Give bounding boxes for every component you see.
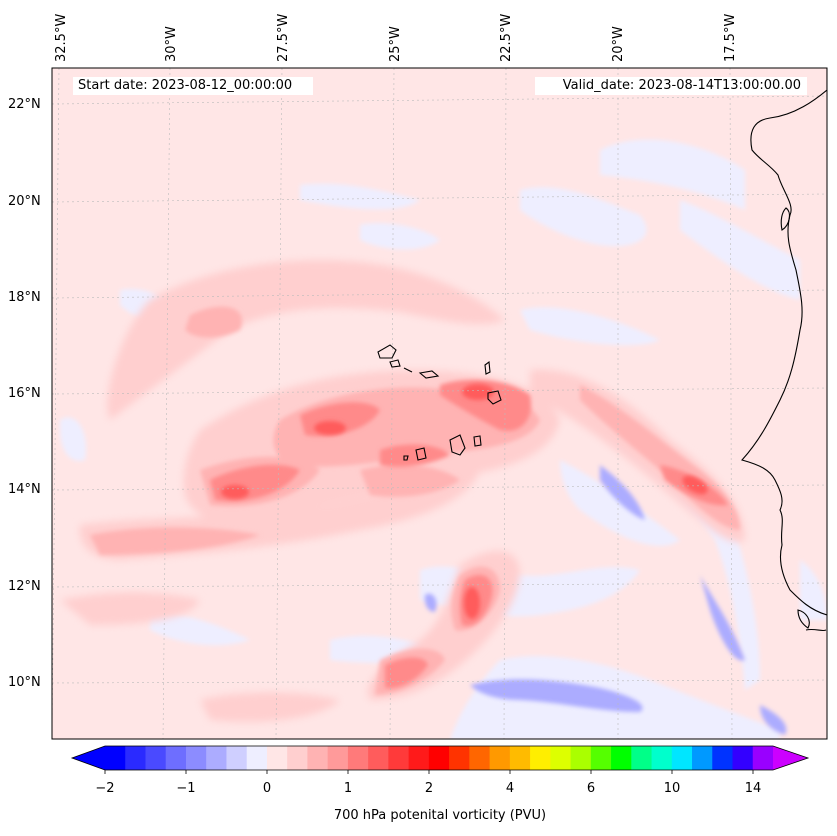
- colorbar-swatch: [266, 746, 288, 770]
- colorbar-swatch: [671, 746, 693, 770]
- colorbar-title: 700 hPa potenital vorticity (PVU): [333, 808, 547, 823]
- cb-tick-2: 2: [424, 781, 434, 796]
- lon-label-17-5w: 17.5°W: [723, 13, 738, 62]
- valid-date-box: Valid_date: 2023-08-14T13:00:00.00: [535, 77, 807, 95]
- colorbar-swatch: [428, 746, 450, 770]
- colorbar-swatch: [449, 746, 470, 770]
- lat-label-10n: 10°N: [8, 675, 41, 690]
- cb-tick-14: 14: [744, 781, 762, 796]
- colorbar-swatch: [550, 746, 572, 770]
- lat-label-14n: 14°N: [8, 482, 41, 497]
- positive-pv-peaks: [221, 384, 708, 619]
- start-date-label: Start date: 2023-08-12_00:00:00: [78, 78, 293, 93]
- lat-label-16n: 16°N: [8, 386, 41, 401]
- colorbar-swatch: [509, 746, 531, 770]
- colorbar-swatch: [631, 746, 653, 770]
- cape-verde-islands: [377, 344, 502, 461]
- colorbar-swatch: [590, 746, 612, 770]
- coastline: [740, 68, 827, 632]
- colorbar-swatch: [692, 746, 713, 770]
- colorbar-swatch: [611, 746, 632, 770]
- colorbar-swatch: [408, 746, 430, 770]
- colorbar: [70, 745, 810, 774]
- cb-tick-0: 0: [262, 781, 272, 796]
- colorbar-swatch: [489, 746, 511, 770]
- lat-label-12n: 12°N: [8, 579, 41, 594]
- colorbar-swatch: [570, 746, 592, 770]
- colorbar-swatch: [732, 746, 754, 770]
- colorbar-swatch: [388, 746, 410, 770]
- lon-label-22-5w: 22.5°W: [499, 13, 514, 62]
- colorbar-swatch: [145, 746, 167, 770]
- colorbar-swatch: [347, 746, 369, 770]
- colorbar-swatch: [307, 746, 329, 770]
- lon-label-30w: 30°W: [164, 26, 179, 62]
- lat-label-18n: 18°N: [8, 290, 41, 305]
- lon-label-20w: 20°W: [611, 26, 626, 62]
- start-date-box: Start date: 2023-08-12_00:00:00: [73, 77, 313, 95]
- cb-tick-6: 6: [586, 781, 596, 796]
- valid-date-label: Valid_date: 2023-08-14T13:00:00.00: [562, 78, 801, 93]
- negative-pv-cores: [424, 465, 787, 735]
- cb-tick-minus2: −2: [95, 781, 115, 796]
- lat-label-22n: 22°N: [8, 97, 41, 112]
- colorbar-swatch: [469, 746, 491, 770]
- cb-tick-minus1: −1: [176, 781, 196, 796]
- lon-label-27-5w: 27.5°W: [276, 13, 291, 62]
- cb-tick-1: 1: [343, 781, 353, 796]
- lon-label-32-5w: 32.5°W: [54, 13, 69, 62]
- colorbar-swatch: [185, 746, 207, 770]
- colorbar-swatch: [651, 746, 673, 770]
- colorbar-swatch: [287, 746, 308, 770]
- colorbar-swatch: [712, 746, 734, 770]
- colorbar-swatch: [165, 746, 187, 770]
- colorbar-swatch: [752, 746, 774, 770]
- colorbar-swatch: [226, 746, 248, 770]
- colorbar-swatch: [530, 746, 551, 770]
- colorbar-swatch: [327, 746, 349, 770]
- cb-tick-10: 10: [663, 781, 681, 796]
- map-frame: [51, 67, 828, 740]
- colorbar-extend-high: [773, 746, 808, 770]
- lon-label-25w: 25°W: [388, 26, 403, 62]
- colorbar-swatch: [125, 746, 146, 770]
- colorbar-swatch: [368, 746, 389, 770]
- colorbar-swatch: [246, 746, 268, 770]
- graticule: [52, 68, 827, 739]
- lat-label-20n: 20°N: [8, 194, 41, 209]
- colorbar-extend-low: [72, 746, 105, 770]
- cb-tick-4: 4: [505, 781, 515, 796]
- colorbar-swatch: [206, 746, 227, 770]
- colorbar-swatch: [105, 746, 126, 770]
